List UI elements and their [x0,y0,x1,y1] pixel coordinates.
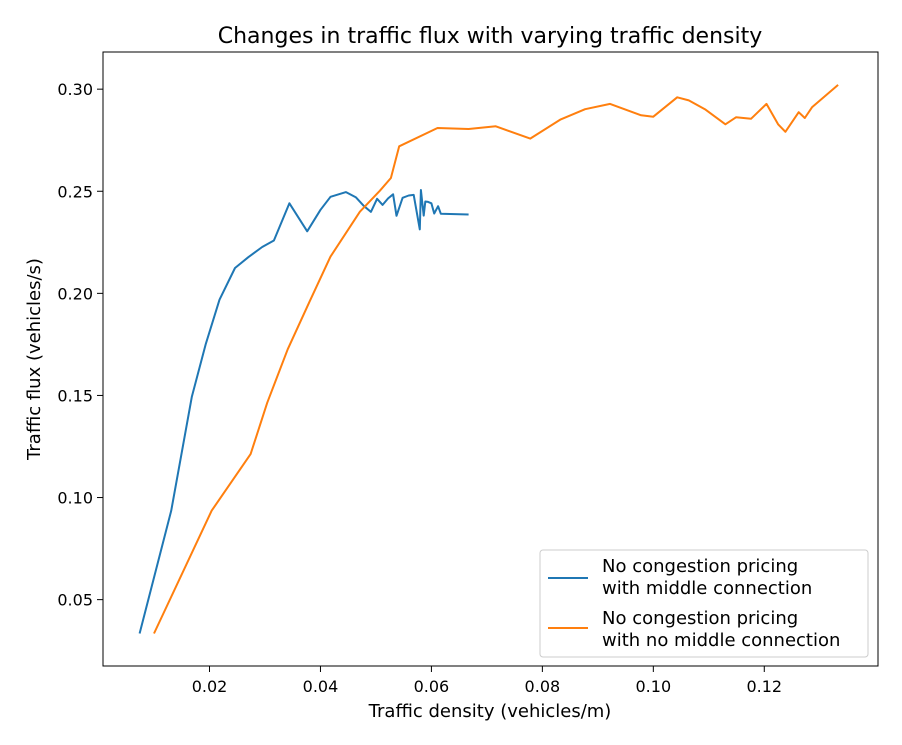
plot-area [138,84,839,634]
y-tick-label: 0.15 [57,386,93,405]
legend-label-blue: No congestion pricing with middle connect… [602,556,812,599]
legend-box [539,549,869,658]
y-tick-label: 0.10 [57,489,93,508]
x-tick-label: 0.12 [746,677,782,696]
series-line-blue [138,189,469,634]
y-tick-label: 0.30 [57,80,93,99]
y-tick-label: 0.25 [57,182,93,201]
legend-label-orange: No congestion pricing with no middle conn… [602,608,840,651]
y-tick-label: 0.20 [57,284,93,303]
x-tick-label: 0.10 [636,677,672,696]
x-tick-label: 0.08 [525,677,561,696]
x-tick-label: 0.04 [303,677,339,696]
x-axis-label: Traffic density (vehicles/m) [368,701,612,722]
x-tick-label: 0.02 [192,677,228,696]
axes-frame [102,51,879,667]
y-axis: 0.05 0.10 0.15 0.20 0.25 0.30 [57,80,103,610]
x-tick-label: 0.06 [414,677,450,696]
y-tick-label: 0.05 [57,591,93,610]
x-axis: 0.02 0.04 0.06 0.08 0.10 0.12 [192,666,782,696]
y-axis-label: Traffic flux (vehicles/s) [24,258,45,461]
series-line-orange [153,84,839,634]
chart-title: Changes in traffic flux with varying tra… [218,24,762,49]
legend: No congestion pricing with middle connect… [539,549,869,658]
